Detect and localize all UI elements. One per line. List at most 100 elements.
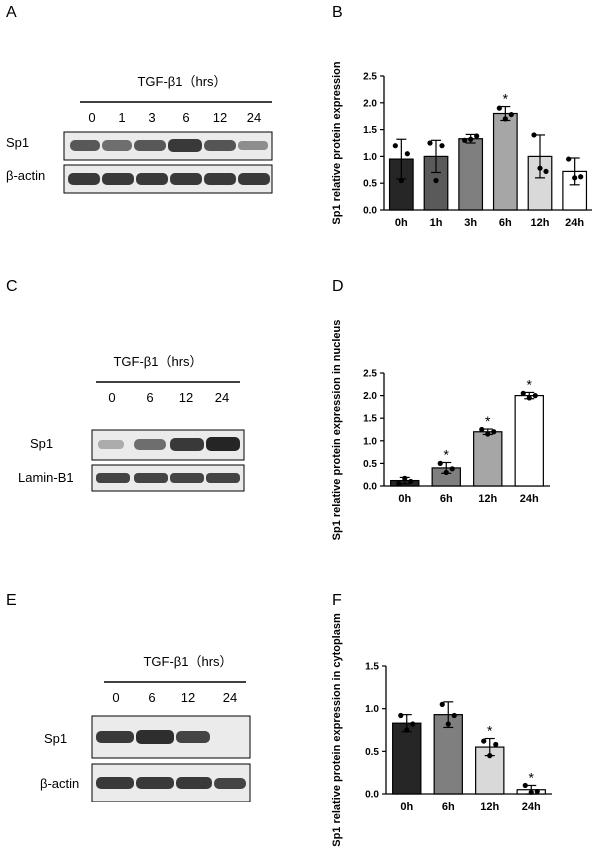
chart-d-data-point bbox=[396, 481, 402, 487]
western-blot-c: TGF-β1（hrs） 0 6 12 24 Sp1 Lamin-B1 bbox=[18, 354, 245, 492]
chart-d-significance-star: * bbox=[527, 376, 533, 392]
blot-e-row-label-actin: β-actin bbox=[40, 776, 79, 791]
bar-chart-f: 0.0 0.5 1.0 1.5 Sp1 relative protein express… bbox=[331, 613, 552, 847]
chart-d-ytick-label: 0.0 bbox=[363, 482, 377, 493]
chart-b-data-point bbox=[398, 177, 404, 184]
blot-c-sp1-bands bbox=[98, 437, 240, 451]
chart-f-category-label: 6h bbox=[442, 801, 455, 813]
blot-e-time-6: 6 bbox=[148, 690, 155, 705]
chart-f-data-point bbox=[398, 712, 404, 719]
blot-a-sp1-band-3 bbox=[134, 140, 166, 151]
chart-d-data-point bbox=[449, 466, 455, 472]
blot-e-actin-band-6 bbox=[136, 777, 174, 789]
bar-chart-b: 0.0 0.5 1.0 1.5 2.0 2.5 Sp1 relative protein e… bbox=[331, 61, 592, 229]
blot-c-time-0: 0 bbox=[108, 390, 115, 405]
chart-d-significance-star: * bbox=[485, 413, 491, 429]
blot-a-actin-band-3 bbox=[136, 173, 168, 185]
chart-f-category-label: 0h bbox=[400, 801, 413, 813]
blot-a-time-12: 12 bbox=[213, 110, 227, 125]
chart-b-data-point bbox=[572, 175, 578, 181]
chart-f-data-point bbox=[451, 712, 457, 719]
panel-letter-f: F bbox=[332, 592, 342, 609]
chart-d-data-point bbox=[408, 478, 414, 485]
chart-d-data-point bbox=[491, 429, 497, 435]
chart-b-data-point bbox=[508, 111, 514, 118]
chart-b-data-point bbox=[468, 136, 474, 142]
blot-e-actin-band-12 bbox=[176, 777, 212, 789]
chart-f-data-point bbox=[410, 721, 416, 727]
chart-b-bar bbox=[492, 112, 518, 211]
chart-d-significance-star: * bbox=[444, 446, 450, 462]
chart-d-ytick-label: 0.5 bbox=[363, 459, 377, 470]
chart-f-bar bbox=[392, 722, 422, 795]
chart-f-category-label: 24h bbox=[522, 801, 541, 813]
chart-b-category-label: 1h bbox=[430, 217, 443, 229]
chart-f-data-point bbox=[445, 721, 451, 727]
western-blot-a: TGF-β1（hrs） 0 1 3 6 12 24 Sp1 β-actin bbox=[6, 74, 273, 194]
chart-d-ytick-label: 1.5 bbox=[363, 414, 377, 425]
blot-c-row-label-lamin: Lamin-B1 bbox=[18, 470, 74, 485]
blot-e-actin-band-0 bbox=[96, 777, 134, 789]
chart-f-data-point bbox=[487, 753, 493, 759]
blot-c-row-label-sp1: Sp1 bbox=[30, 436, 53, 451]
blot-e-sp1-bands bbox=[96, 730, 210, 744]
chart-b-ytick-label: 1.5 bbox=[363, 125, 377, 136]
chart-b-ytick-label: 0.0 bbox=[363, 206, 377, 217]
chart-b-category-label: 24h bbox=[565, 217, 584, 229]
chart-f-category-label: 12h bbox=[480, 801, 499, 813]
chart-f-data-point bbox=[493, 741, 499, 748]
chart-d-ytick-label: 2.0 bbox=[363, 391, 377, 402]
blot-a-treatment-label: TGF-β1（hrs） bbox=[137, 74, 226, 89]
blot-c-sp1-band-6 bbox=[134, 439, 166, 450]
chart-b-significance-star: * bbox=[503, 91, 509, 107]
blot-e-sp1-band-0 bbox=[96, 731, 134, 743]
chart-b-category-label: 12h bbox=[531, 217, 550, 229]
blot-e-time-12: 12 bbox=[181, 690, 195, 705]
chart-d-bar bbox=[473, 431, 503, 487]
chart-d-category-label: 12h bbox=[478, 493, 497, 505]
panel-letter-a: A bbox=[6, 4, 17, 21]
blot-c-lamin-bands bbox=[96, 473, 240, 483]
blot-a-sp1-band-6 bbox=[168, 139, 202, 152]
blot-c-treatment-label: TGF-β1（hrs） bbox=[113, 354, 202, 369]
chart-f-data-point bbox=[528, 789, 534, 795]
blot-a-time-24: 24 bbox=[247, 110, 261, 125]
chart-d-ylabel: Sp1 relative protein expression in nucle… bbox=[331, 320, 343, 541]
chart-b-data-point bbox=[502, 116, 508, 122]
blot-e-sp1-band-12 bbox=[176, 731, 210, 743]
chart-f-ylabel: Sp1 relative protein expression in cytop… bbox=[331, 613, 343, 847]
blot-a-time-3: 3 bbox=[148, 110, 155, 125]
chart-f-data-point bbox=[439, 701, 445, 707]
blot-a-sp1-band-24 bbox=[238, 141, 268, 150]
chart-b-data-point bbox=[474, 133, 480, 139]
chart-d-data-point bbox=[402, 475, 408, 481]
blot-a-sp1-band-0 bbox=[70, 140, 100, 151]
chart-b-category-label: 3h bbox=[464, 217, 477, 229]
chart-b-ylabel: Sp1 relative protein expression bbox=[331, 61, 343, 225]
blot-e-time-24: 24 bbox=[223, 690, 237, 705]
chart-b-ytick-label: 2.0 bbox=[363, 98, 377, 109]
panel-letter-c: C bbox=[6, 278, 18, 295]
chart-f-ytick-label: 1.0 bbox=[365, 704, 379, 715]
chart-d-data-point bbox=[532, 393, 538, 399]
chart-b-data-point bbox=[537, 165, 543, 171]
blot-c-lamin-band-24 bbox=[206, 473, 240, 483]
blot-e-time-0: 0 bbox=[112, 690, 119, 705]
blot-e-sp1-band-6 bbox=[136, 730, 174, 744]
chart-b-ytick-label: 2.5 bbox=[363, 72, 377, 83]
chart-b-category-label: 0h bbox=[395, 217, 408, 229]
bar-chart-d: 0.0 0.5 1.0 1.5 2.0 2.5 Sp1 relative protein e… bbox=[331, 320, 550, 541]
chart-b-data-point bbox=[427, 140, 433, 146]
chart-d-data-point bbox=[479, 426, 485, 433]
blot-c-lamin-band-12 bbox=[170, 473, 204, 483]
chart-f-ytick-label: 1.5 bbox=[365, 662, 379, 673]
blot-e-treatment-label: TGF-β1（hrs） bbox=[143, 654, 232, 669]
chart-b-data-point bbox=[392, 143, 398, 149]
chart-b-data-point bbox=[433, 177, 439, 184]
chart-f-ytick-label: 0.0 bbox=[365, 790, 379, 801]
chart-b-data-point bbox=[439, 143, 445, 149]
chart-d-data-point bbox=[520, 390, 526, 396]
blot-a-time-0: 0 bbox=[88, 110, 95, 125]
chart-d-category-label: 6h bbox=[440, 493, 453, 505]
blot-a-actin-band-1 bbox=[102, 173, 134, 185]
